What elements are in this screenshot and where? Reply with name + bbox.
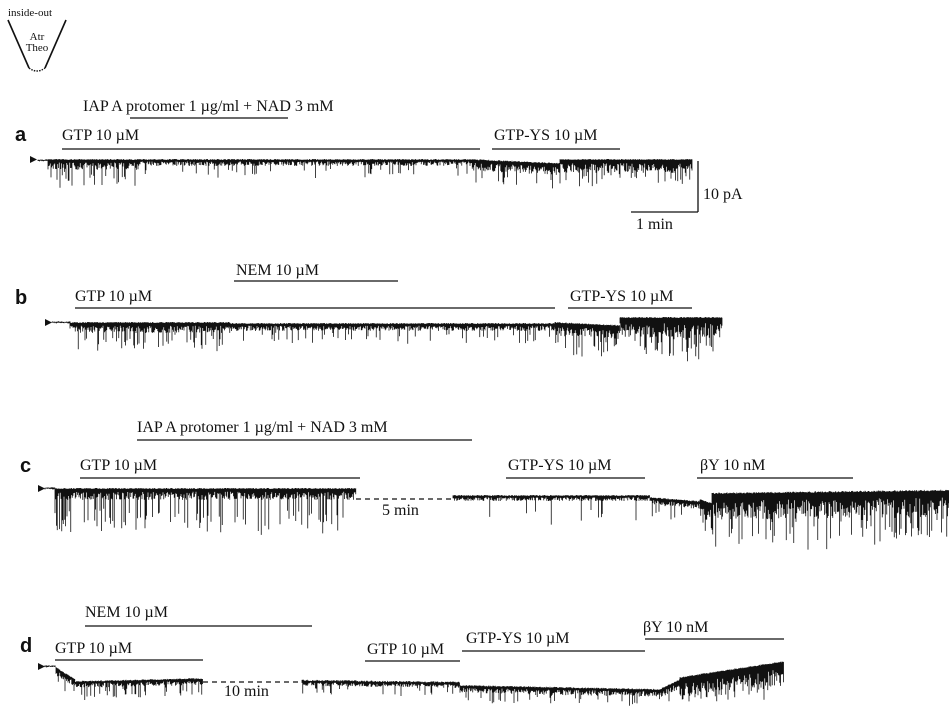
treatment-label: GTP 10 µM — [62, 127, 140, 144]
treatment-label: IAP A protomer 1 µg/ml + NAD 3 mM — [83, 98, 334, 115]
trace-path — [51, 317, 723, 362]
current-trace — [51, 317, 723, 362]
trace-path — [44, 487, 949, 550]
treatment-label: GTP-YS 10 µM — [570, 288, 674, 305]
time-gap-label: 5 min — [382, 502, 419, 519]
treatment-label: GTP-YS 10 µM — [508, 457, 612, 474]
treatment-label: NEM 10 µM — [85, 604, 168, 621]
treatment-label: IAP A protomer 1 µg/ml + NAD 3 mM — [137, 419, 388, 436]
treatment-label: GTP 10 µM — [75, 288, 153, 305]
config-label: inside-out — [8, 7, 52, 19]
treatment-label: βY 10 nM — [700, 457, 766, 474]
trace-path — [44, 661, 784, 706]
treatment-label: NEM 10 µM — [236, 262, 319, 279]
time-gap-label: 10 min — [224, 683, 269, 700]
panel-letter-b: b — [15, 287, 28, 309]
zero-current-marker — [45, 319, 52, 326]
treatment-label: GTP 10 µM — [80, 457, 158, 474]
current-trace — [37, 159, 693, 189]
config-line-2: Theo — [25, 42, 49, 54]
pipette-icon — [7, 19, 67, 72]
zero-current-marker — [38, 485, 45, 492]
panel-letter-a: a — [15, 124, 27, 146]
treatment-label: GTP-YS 10 µM — [466, 630, 570, 647]
treatment-label: GTP 10 µM — [367, 641, 445, 658]
panel-letter-d: d — [20, 635, 33, 657]
treatment-label: GTP 10 µM — [55, 640, 133, 657]
current-trace — [44, 487, 949, 550]
scale-time-label: 1 min — [636, 216, 673, 233]
treatment-label: βY 10 nM — [643, 619, 709, 636]
treatment-label: GTP-YS 10 µM — [494, 127, 598, 144]
trace-path — [37, 159, 693, 189]
zero-current-marker — [30, 156, 37, 163]
zero-current-marker — [38, 663, 45, 670]
current-trace — [44, 661, 784, 706]
panel-letter-c: c — [20, 455, 32, 477]
config-line-1: Atr — [29, 31, 45, 43]
scale-current-label: 10 pA — [703, 186, 743, 203]
